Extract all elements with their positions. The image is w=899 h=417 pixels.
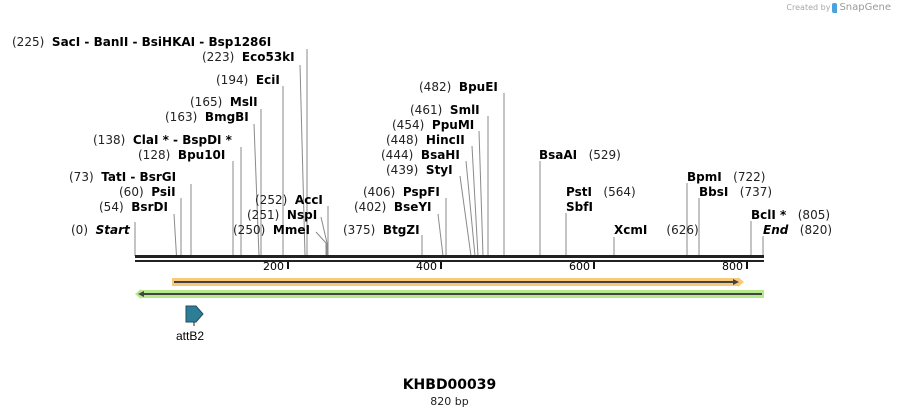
attB2-label[interactable]: attB2: [176, 329, 205, 343]
enzyme-label-bmgbi[interactable]: (163) BmgBI: [165, 110, 249, 124]
enzyme-label-acci[interactable]: (252) AccI: [255, 193, 323, 207]
enzyme-name: SacI - BanII - BsiHKAI - Bsp1286I: [51, 35, 272, 49]
snapgene-logo-icon: [832, 2, 838, 13]
sequence-name: KHBD00039: [402, 377, 497, 393]
enzyme-label-bcli[interactable]: BclI * (805): [751, 208, 831, 222]
enzyme-label-styi[interactable]: (439) StyI: [386, 163, 453, 177]
enzyme-label-bpuei[interactable]: (482) BpuEI: [419, 80, 498, 94]
enzyme-label-msli[interactable]: (165) MslI: [190, 95, 258, 109]
enzyme-label-bseyi[interactable]: (402) BseYI: [354, 200, 432, 214]
enzyme-label-psti[interactable]: PstI (564): [566, 185, 636, 199]
ruler-label-400: 400: [416, 260, 437, 273]
ruler-label-200: 200: [263, 260, 284, 273]
ruler-label-800: 800: [722, 260, 743, 273]
enzyme-label-bsahi[interactable]: (444) BsaHI: [381, 148, 460, 162]
enzyme-label-tati-group[interactable]: (73) TatI - BsrGI: [69, 170, 177, 184]
enzyme-label-pspfi[interactable]: (406) PspFI: [363, 185, 440, 199]
enzyme-label-bpu10i[interactable]: (128) Bpu10I: [138, 148, 226, 162]
snapgene-credit: Created by SnapGene: [786, 2, 891, 13]
ruler-ticks: [287, 262, 748, 269]
ruler-label-600: 600: [569, 260, 590, 273]
enzyme-label-smli[interactable]: (461) SmlI: [410, 103, 480, 117]
credit-brand: SnapGene: [839, 2, 891, 13]
sequence-end-label: End (820): [763, 223, 833, 237]
dna-backbone: [135, 255, 764, 262]
enzyme-label-xcmi[interactable]: XcmI (626): [614, 223, 699, 237]
green-feature-arrow[interactable]: [135, 289, 764, 299]
enzyme-label-saci-group[interactable]: (225) SacI - BanII - BsiHKAI - Bsp1286I: [12, 35, 272, 49]
enzyme-label-bpmi[interactable]: BpmI (722): [687, 170, 766, 184]
enzyme-label-psii[interactable]: (60) PsiI: [119, 185, 176, 199]
enzyme-label-bsrdi[interactable]: (54) BsrDI: [99, 200, 168, 214]
enzyme-label-sbfi[interactable]: SbfI: [566, 200, 593, 214]
enzyme-label-mmei[interactable]: (250) MmeI: [233, 223, 310, 237]
enzyme-label-bsaai[interactable]: BsaAI (529): [539, 148, 621, 162]
enzyme-label-bbsi[interactable]: BbsI (737): [699, 185, 773, 199]
orange-feature-arrow[interactable]: [172, 277, 744, 287]
enzyme-label-hincii[interactable]: (448) HincII: [386, 133, 465, 147]
enzyme-label-clai-group[interactable]: (138) ClaI * - BspDI *: [93, 133, 232, 147]
enzyme-label-nspi[interactable]: (251) NspI: [247, 208, 318, 222]
enzyme-label-eco53ki[interactable]: (223) Eco53kI: [202, 50, 295, 64]
enzyme-label-btgzi[interactable]: (375) BtgZI: [343, 223, 420, 237]
attB2-feature-arrow[interactable]: [185, 305, 204, 326]
enzyme-label-ecii[interactable]: (194) EciI: [216, 73, 280, 87]
enzyme-label-ppumi[interactable]: (454) PpuMI: [392, 118, 475, 132]
sequence-start-label: (0) Start: [71, 223, 130, 237]
credit-text: Created by: [786, 3, 831, 12]
sequence-length: 820 bp: [430, 395, 469, 408]
cut-site-lines: [134, 49, 764, 257]
